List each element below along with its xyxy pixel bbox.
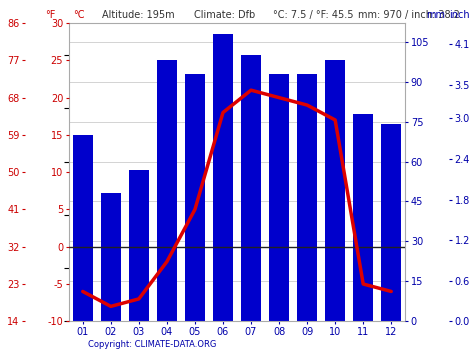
- Bar: [354, 114, 373, 321]
- Bar: [382, 124, 401, 321]
- Bar: [73, 135, 92, 321]
- Bar: [129, 169, 149, 321]
- Bar: [297, 74, 317, 321]
- Text: °C: °C: [73, 10, 85, 20]
- Bar: [185, 74, 205, 321]
- Text: mm: mm: [426, 10, 445, 20]
- Text: inch: inch: [449, 10, 470, 20]
- Text: mm: 970 / inch: 38.2: mm: 970 / inch: 38.2: [358, 10, 460, 20]
- Bar: [325, 60, 345, 321]
- Text: Climate: Dfb: Climate: Dfb: [194, 10, 255, 20]
- Text: Altitude: 195m: Altitude: 195m: [102, 10, 174, 20]
- Text: °C: 7.5 / °F: 45.5: °C: 7.5 / °F: 45.5: [273, 10, 353, 20]
- Text: °F: °F: [45, 10, 55, 20]
- Bar: [269, 74, 289, 321]
- Bar: [157, 60, 177, 321]
- Bar: [241, 55, 261, 321]
- Text: Copyright: CLIMATE-DATA.ORG: Copyright: CLIMATE-DATA.ORG: [88, 340, 216, 349]
- Bar: [213, 34, 233, 321]
- Bar: [101, 193, 120, 321]
